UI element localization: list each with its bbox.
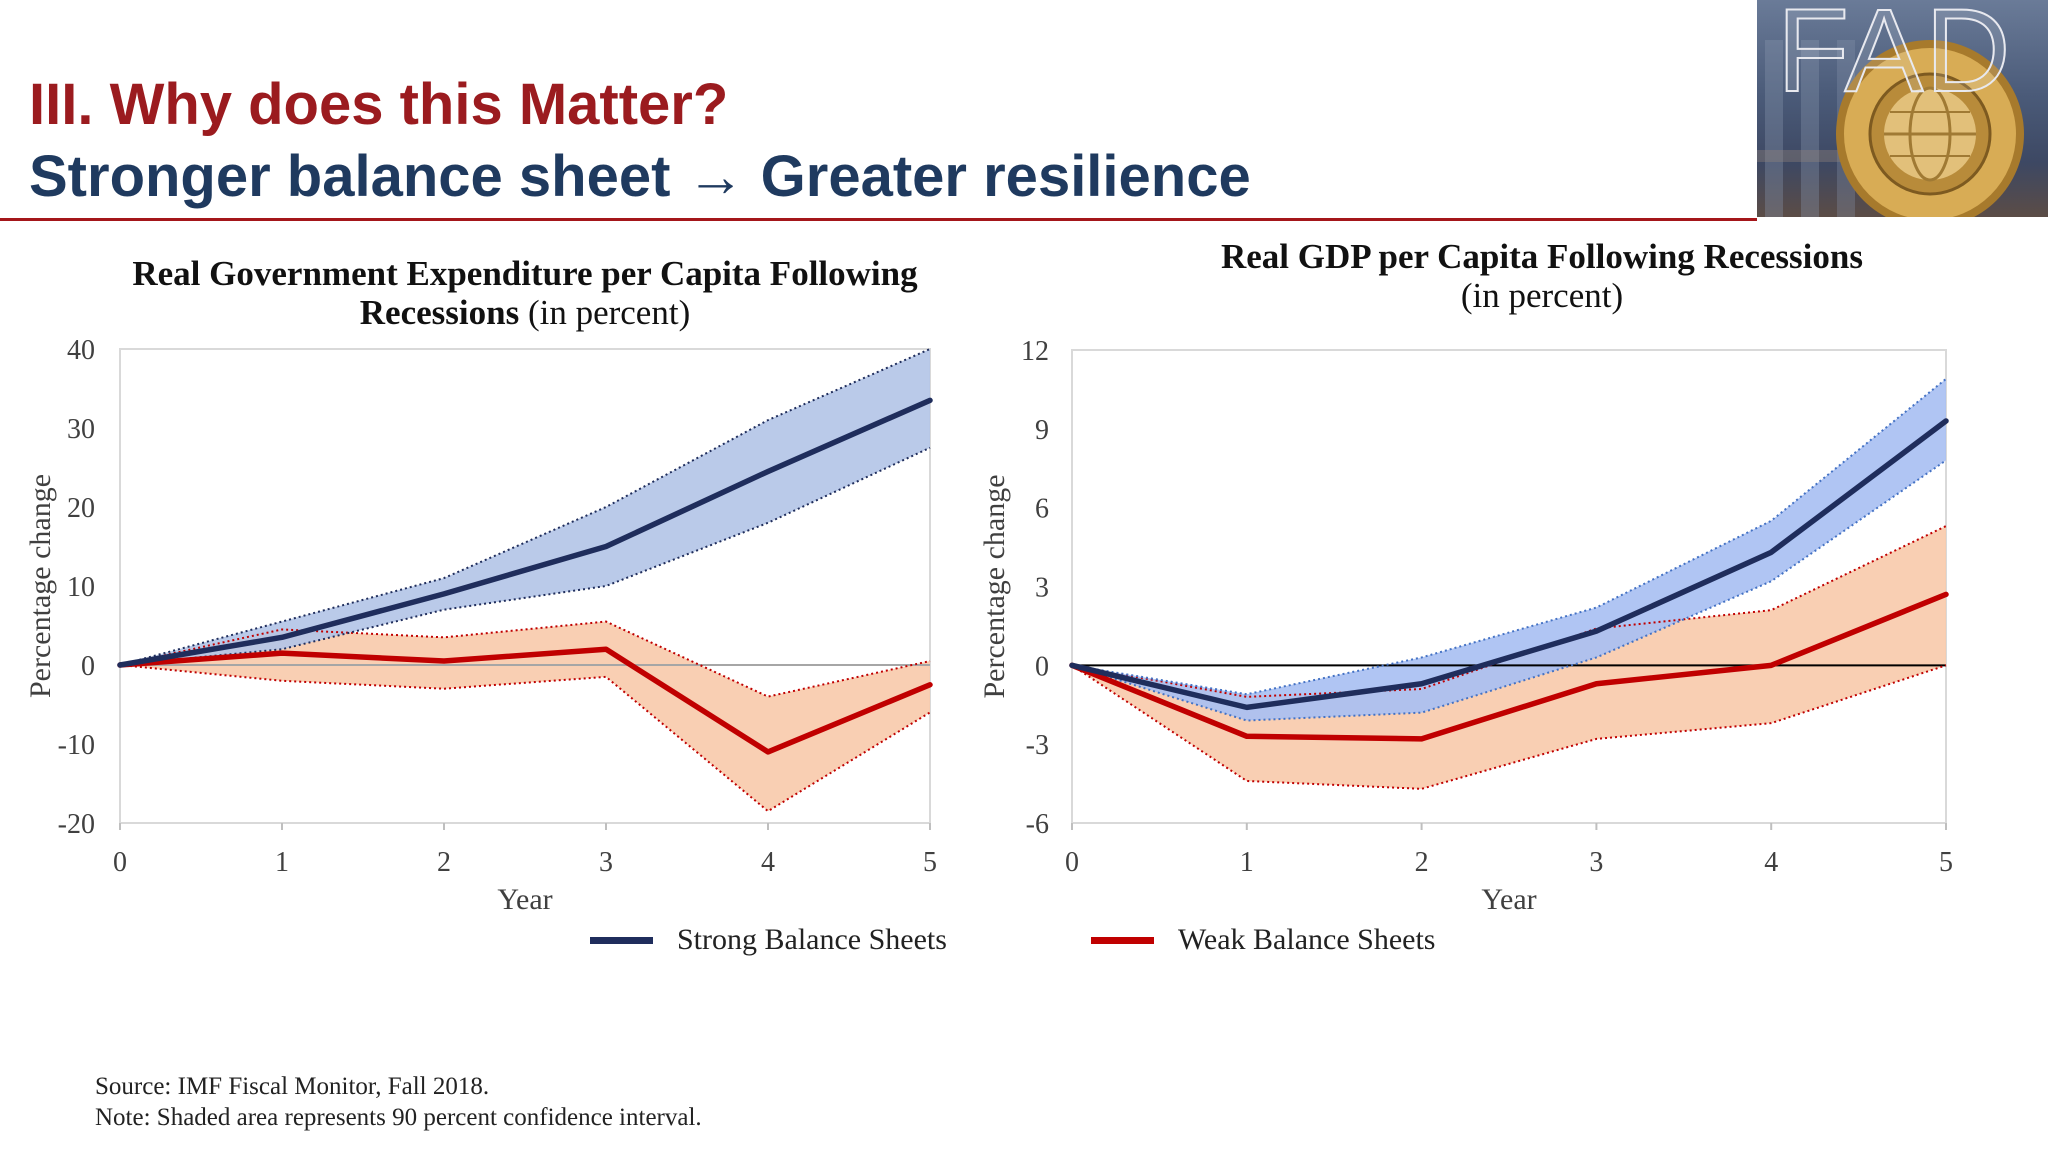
band-upper-edge-strong-balance-sheets <box>1071 378 1947 696</box>
x-tick-label: 1 <box>275 847 289 878</box>
y-tick-label: 40 <box>67 335 95 366</box>
x-tick-label: 3 <box>599 847 613 878</box>
y-tick-label: 0 <box>81 651 95 682</box>
band-lower-edge-strong-balance-sheets <box>119 446 931 666</box>
chart-title-expenditure: Real Government Expenditure per Capita F… <box>60 254 990 332</box>
chart-unit: (in percent) <box>1460 276 1624 315</box>
chart-1-plot: 40 30 20 10 0 -10 -20 0 1 2 3 4 5 Year Percentage chan… <box>24 335 937 916</box>
x-tick-label: 4 <box>761 847 775 878</box>
confidence-band-weak-balance-sheets <box>120 621 930 812</box>
source-note: Source: IMF Fiscal Monitor, Fall 2018. <box>95 1073 490 1100</box>
legend-swatch-strong <box>590 936 653 944</box>
y-tick-label: -10 <box>58 730 95 761</box>
chart-title-line: Real GDP per Capita Following Recessions <box>1221 237 1863 276</box>
y-tick-label: -6 <box>1026 809 1049 840</box>
y-tick-label: 3 <box>1035 573 1049 604</box>
y-tick-label: 12 <box>1021 336 1049 367</box>
x-tick-label: 5 <box>923 847 937 878</box>
y-tick-label: -3 <box>1026 730 1049 761</box>
x-tick-label: 5 <box>1939 847 1953 878</box>
legend-item-weak: Weak Balance Sheets <box>1091 920 1435 960</box>
slide-subtitle: Stronger balance sheet → Greater resilie… <box>29 144 1251 209</box>
legend-swatch-weak <box>1091 936 1154 944</box>
series-line-weak-balance-sheets <box>1069 591 1949 742</box>
x-axis-label: Year <box>497 883 552 916</box>
confidence-band-weak-balance-sheets <box>1072 526 1946 789</box>
imf-seal-icon <box>1757 40 2024 217</box>
y-tick-label: 30 <box>67 414 95 445</box>
chart-unit: (in percent) <box>527 293 691 332</box>
y-axis-label: Percentage change <box>24 474 57 698</box>
band-lower-edge-weak-balance-sheets <box>119 664 931 813</box>
y-tick-label: 0 <box>1035 651 1049 682</box>
fad-logo: FAD <box>1757 0 2048 217</box>
x-tick-label: 3 <box>1589 847 1603 878</box>
band-upper-edge-strong-balance-sheets <box>119 348 931 666</box>
slide-title: III. Why does this Matter? <box>29 72 729 137</box>
x-tick-label: 0 <box>1065 847 1079 878</box>
band-lower-edge-weak-balance-sheets <box>1071 664 1947 790</box>
x-tick-label: 4 <box>1764 847 1778 878</box>
logo-text: FAD <box>1776 0 2013 117</box>
series-line-strong-balance-sheets <box>117 397 933 668</box>
slide-footer: Source: IMF Fiscal Monitor, Fall 2018. N… <box>95 1071 702 1133</box>
series-line-weak-balance-sheets <box>117 646 933 755</box>
legend-label-strong: Strong Balance Sheets <box>677 923 947 956</box>
x-tick-label: 1 <box>1240 847 1254 878</box>
x-tick-label: 2 <box>437 847 451 878</box>
chart-title-gdp: Real GDP per Capita Following Recessions… <box>1092 237 1992 315</box>
x-tick-label: 2 <box>1415 847 1429 878</box>
y-tick-label: 9 <box>1035 415 1049 446</box>
footnote: Note: Shaded area represents 90 percent … <box>95 1104 702 1131</box>
x-axis-label: Year <box>1481 883 1536 916</box>
series-line-strong-balance-sheets <box>1069 418 1949 711</box>
band-upper-edge-weak-balance-sheets <box>119 620 931 698</box>
title-divider <box>0 218 1757 221</box>
legend-item-strong: Strong Balance Sheets <box>590 920 947 960</box>
confidence-band-strong-balance-sheets <box>120 349 930 665</box>
x-tick-label: 0 <box>113 847 127 878</box>
y-tick-label: -20 <box>58 809 95 840</box>
chart-title-line: Recessions <box>359 293 520 332</box>
y-tick-label: 6 <box>1035 494 1049 525</box>
chart-title-line: Real Government Expenditure per Capita F… <box>132 254 918 293</box>
y-tick-label: 20 <box>67 493 95 524</box>
y-axis-label: Percentage change <box>978 474 1011 698</box>
legend-label-weak: Weak Balance Sheets <box>1178 923 1436 956</box>
y-tick-label: 10 <box>67 572 95 603</box>
